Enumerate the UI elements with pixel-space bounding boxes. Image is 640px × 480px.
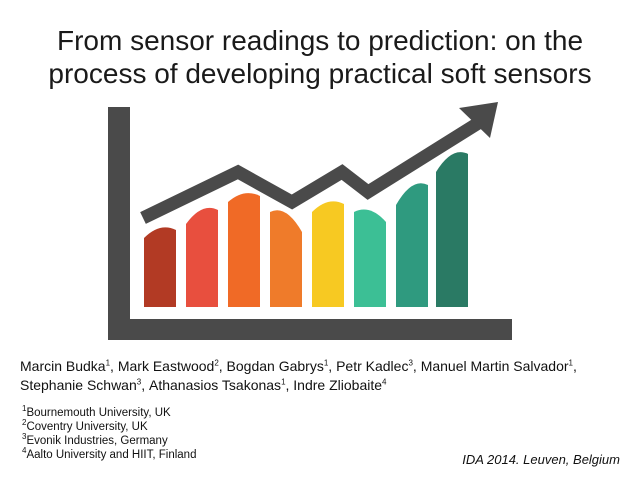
illustration-bar	[354, 209, 386, 307]
y-axis-bar	[108, 107, 130, 340]
illustration-bar	[436, 152, 468, 307]
author: Stephanie Schwan3,	[20, 377, 149, 393]
author-list: Marcin Budka1, Mark Eastwood2, Bogdan Ga…	[20, 357, 630, 395]
author: Bogdan Gabrys1,	[226, 358, 337, 374]
author: Petr Kadlec3,	[336, 358, 421, 374]
slide-title: From sensor readings to prediction: on t…	[0, 24, 640, 90]
title-line-2: process of developing practical soft sen…	[48, 58, 592, 89]
illustration-bar	[144, 227, 176, 307]
author: Indre Zliobaite4	[293, 377, 387, 393]
illustration-bar	[186, 207, 218, 307]
affiliation: 1Bournemouth University, UK	[22, 404, 171, 419]
illustration-bars	[144, 152, 468, 307]
affiliation: 2Coventry University, UK	[22, 418, 148, 433]
trend-arrowhead	[459, 102, 498, 138]
venue-label: IDA 2014. Leuven, Belgium	[462, 452, 620, 467]
illustration-bar	[396, 183, 428, 307]
illustration-axes	[108, 107, 512, 340]
affiliation: 4Aalto University and HIIT, Finland	[22, 446, 197, 461]
affiliation-list: 1Bournemouth University, UK 2Coventry Un…	[22, 404, 197, 462]
author: Marcin Budka1,	[20, 358, 118, 374]
illustration-trend-arrow	[140, 102, 498, 224]
trend-line	[140, 116, 484, 224]
title-line-1: From sensor readings to prediction: on t…	[56, 25, 584, 56]
author: Manuel Martin Salvador1,	[420, 358, 577, 374]
author: Athanasios Tsakonas1,	[149, 377, 294, 393]
author: Mark Eastwood2,	[117, 358, 227, 374]
x-axis-bar	[108, 319, 512, 340]
illustration-bar	[312, 201, 344, 307]
affiliation: 3Evonik Industries, Germany	[22, 432, 168, 447]
illustration-bar	[228, 193, 260, 307]
illustration-bar	[270, 210, 302, 307]
